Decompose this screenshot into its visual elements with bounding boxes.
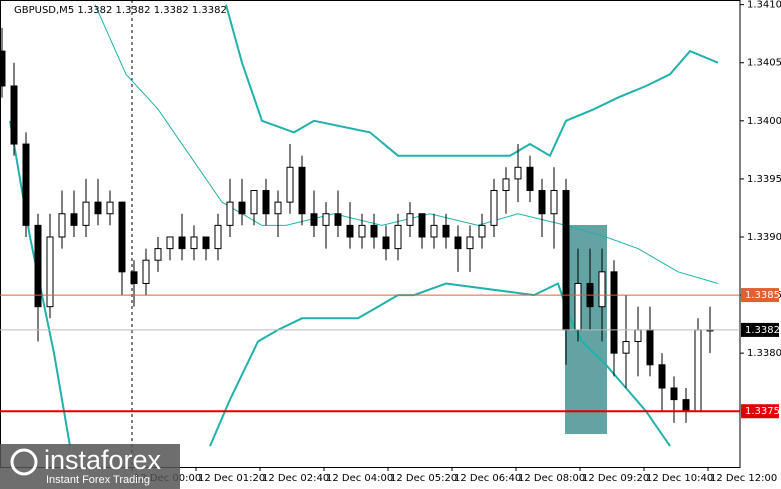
indicator-line: [225, 4, 719, 158]
candle-body: [226, 201, 234, 226]
candle-body: [298, 166, 306, 215]
y-tick-label: 1.3380: [747, 348, 781, 359]
x-tick-label: 12 Dec 10:40: [646, 473, 713, 484]
plot-border: [0, 0, 741, 468]
candle-body: [610, 271, 618, 354]
x-tick-label: 12 Dec 05:20: [390, 473, 457, 484]
candle-body: [250, 190, 258, 215]
candle-body: [370, 224, 378, 238]
candle-body: [106, 201, 114, 215]
x-tick-label: 12 Dec 01:20: [198, 473, 265, 484]
level-label-bg: [741, 288, 779, 303]
level-label: 1.3385: [745, 290, 780, 301]
level-label-bg: [741, 404, 779, 419]
y-tick-label: 1.3395: [747, 174, 781, 185]
candle-body: [598, 271, 606, 308]
logo-icon: [10, 448, 38, 476]
candle-body: [142, 259, 150, 284]
candle-body: [406, 213, 414, 226]
candle-body: [190, 236, 198, 250]
candle-body: [154, 248, 162, 261]
candle-body: [658, 364, 666, 389]
candle-body: [238, 201, 246, 215]
candle-body: [574, 282, 582, 331]
candle-body: [394, 224, 402, 250]
x-tick-label: 12 Dec 02:40: [262, 473, 329, 484]
x-tick-label: 12 Dec 06:40: [454, 473, 521, 484]
candle-body: [538, 190, 546, 215]
candle-body: [178, 236, 186, 250]
logo-tagline: Instant Forex Trading: [46, 474, 150, 486]
chart-title: GBPUSD,M5 1.3382 1.3382 1.3382 1.3382: [14, 5, 227, 16]
candle-body: [286, 166, 294, 203]
candle-body: [646, 329, 654, 366]
candle-body: [526, 166, 534, 192]
candle-body: [622, 341, 630, 354]
y-tick-label: 1.3410: [747, 0, 781, 11]
candle-body: [694, 329, 702, 412]
candle-body: [22, 143, 30, 226]
logo: instaforex Instant Forex Trading: [0, 444, 180, 489]
y-tick-label: 1.3400: [747, 116, 781, 127]
candle-body: [550, 190, 558, 215]
candle-body: [670, 387, 678, 401]
x-tick-label: 12 Dec 04:00: [326, 473, 393, 484]
indicator-line: [94, 4, 719, 284]
candle-body: [118, 201, 126, 273]
candle-body: [442, 224, 450, 238]
candle-body: [322, 213, 330, 226]
level-label: 1.3382: [745, 325, 780, 336]
candle-body: [466, 236, 474, 250]
candle-body: [430, 224, 438, 238]
candle-body: [334, 213, 342, 226]
candle-body: [478, 224, 486, 238]
candle-body: [130, 271, 138, 284]
candle-body: [262, 190, 270, 215]
level-label: 1.3375: [745, 406, 780, 417]
candle-body: [82, 201, 90, 226]
y-tick-label: 1.3405: [747, 58, 781, 69]
candle-body: [358, 224, 366, 238]
candle-body: [166, 236, 174, 250]
candle-body: [502, 178, 510, 192]
candle-body: [418, 213, 426, 238]
candle-body: [382, 236, 390, 250]
candle-body: [310, 213, 318, 226]
x-tick-label: 12 Dec 08:00: [518, 473, 585, 484]
candle-body: [58, 213, 66, 238]
candle-body: [514, 166, 522, 180]
y-tick-label: 1.3390: [747, 232, 781, 243]
candle-body: [214, 224, 222, 250]
logo-name: instaforex: [44, 445, 162, 475]
candle-body: [274, 201, 282, 215]
candle-body: [70, 213, 78, 226]
candle-body: [94, 201, 102, 215]
candle-body: [346, 224, 354, 238]
candle-body: [0, 50, 6, 87]
x-tick-label: 12 Dec 09:20: [582, 473, 649, 484]
candle-body: [202, 236, 210, 250]
candle-body: [682, 399, 690, 412]
candle-body: [46, 236, 54, 308]
level-label-bg: [741, 322, 779, 337]
candle-body: [490, 190, 498, 226]
x-tick-label: 12 Dec 12:00: [710, 473, 777, 484]
candle-body: [562, 190, 570, 331]
candle-body: [454, 236, 462, 250]
candle-body: [634, 329, 642, 343]
candle-body: [34, 224, 42, 308]
candle-body: [10, 85, 18, 145]
